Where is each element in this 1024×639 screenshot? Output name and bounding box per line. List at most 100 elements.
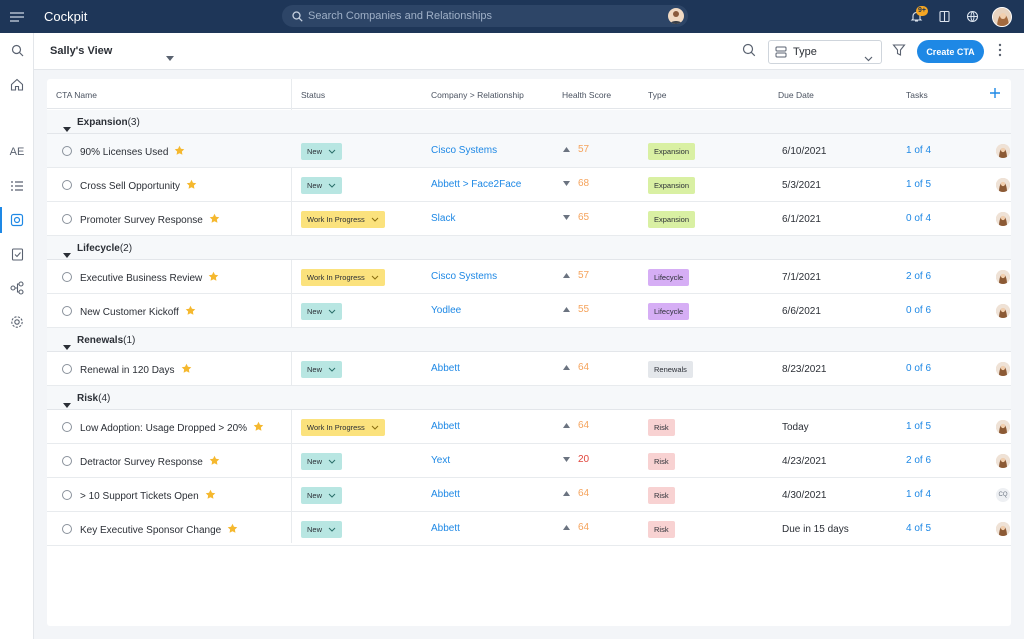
tasks-link[interactable]: 1 of 4	[906, 489, 932, 500]
col-status[interactable]: Status	[301, 90, 326, 100]
complete-radio[interactable]	[62, 272, 72, 282]
list-icon[interactable]	[0, 169, 34, 203]
complete-radio[interactable]	[62, 306, 72, 316]
ae-nav-item[interactable]: AE	[0, 135, 34, 169]
owner-avatar[interactable]	[996, 212, 1010, 226]
complete-radio[interactable]	[62, 490, 72, 500]
complete-radio[interactable]	[62, 422, 72, 432]
cta-name[interactable]: Key Executive Sponsor Change	[80, 523, 238, 537]
table-row[interactable]: Executive Business Review Work In Progres…	[47, 260, 1011, 294]
cta-name[interactable]: > 10 Support Tickets Open	[80, 489, 216, 503]
status-dropdown[interactable]: New	[301, 143, 343, 160]
col-type[interactable]: Type	[648, 90, 667, 100]
search-avatar[interactable]	[668, 8, 684, 24]
star-icon[interactable]	[209, 213, 220, 227]
complete-radio[interactable]	[62, 456, 72, 466]
status-dropdown[interactable]: New	[301, 521, 343, 538]
star-icon[interactable]	[205, 489, 216, 503]
status-dropdown[interactable]: Work In Progress	[301, 269, 385, 286]
book-icon[interactable]	[930, 0, 958, 33]
col-cta-name[interactable]: CTA Name	[56, 90, 97, 100]
cta-name[interactable]: Cross Sell Opportunity	[80, 179, 197, 193]
status-dropdown[interactable]: Work In Progress	[301, 419, 385, 436]
company-link[interactable]: Yext	[431, 455, 451, 466]
cta-name[interactable]: Renewal in 120 Days	[80, 363, 192, 377]
company-link[interactable]: Slack	[431, 213, 456, 224]
table-row[interactable]: > 10 Support Tickets Open New Abbett 64 Risk…	[47, 478, 1011, 512]
owner-avatar[interactable]	[996, 270, 1010, 284]
complete-radio[interactable]	[62, 180, 72, 190]
clipboard-check-icon[interactable]	[0, 237, 34, 271]
tasks-link[interactable]: 0 of 6	[906, 363, 932, 374]
cta-name[interactable]: Executive Business Review	[80, 271, 219, 285]
complete-radio[interactable]	[62, 214, 72, 224]
table-row[interactable]: Promoter Survey Response Work In Progress…	[47, 202, 1011, 236]
user-avatar[interactable]	[992, 6, 1012, 27]
status-dropdown[interactable]: New	[301, 177, 343, 194]
table-row[interactable]: Key Executive Sponsor Change New Abbett 64 R…	[47, 512, 1011, 546]
tasks-link[interactable]: 4 of 5	[906, 523, 932, 534]
status-dropdown[interactable]: Work In Progress	[301, 211, 385, 228]
status-dropdown[interactable]: New	[301, 361, 343, 378]
star-icon[interactable]	[208, 271, 219, 285]
owner-avatar[interactable]	[996, 178, 1010, 192]
table-row[interactable]: Cross Sell Opportunity New Abbett > Face2F…	[47, 168, 1011, 202]
table-row[interactable]: 90% Licenses Used New Cisco Systems 57 Expan…	[47, 134, 1011, 168]
col-due-date[interactable]: Due Date	[778, 90, 814, 100]
company-link[interactable]: Yodlee	[431, 305, 462, 316]
cta-name[interactable]: Low Adoption: Usage Dropped > 20%	[80, 421, 264, 435]
tasks-link[interactable]: 0 of 4	[906, 213, 932, 224]
filter-icon[interactable]	[892, 43, 906, 62]
group-header[interactable]: Risk(4)	[47, 386, 1011, 410]
owner-initials[interactable]: CQ	[996, 488, 1010, 502]
view-dropdown-caret-icon[interactable]	[166, 48, 174, 66]
complete-radio[interactable]	[62, 524, 72, 534]
collapse-caret-icon[interactable]	[63, 337, 71, 355]
owner-avatar[interactable]	[996, 522, 1010, 536]
globe-icon[interactable]	[958, 0, 986, 33]
notification-bell-icon[interactable]: 9+	[902, 0, 930, 33]
star-icon[interactable]	[186, 179, 197, 193]
cta-name[interactable]: Detractor Survey Response	[80, 455, 220, 469]
collapse-caret-icon[interactable]	[63, 119, 71, 137]
group-header[interactable]: Lifecycle(2)	[47, 236, 1011, 260]
company-link[interactable]: Abbett > Face2Face	[431, 179, 522, 190]
star-icon[interactable]	[181, 363, 192, 377]
toolbar-search-icon[interactable]	[742, 43, 756, 62]
cta-name[interactable]: Promoter Survey Response	[80, 213, 220, 227]
status-dropdown[interactable]: New	[301, 487, 343, 504]
table-row[interactable]: Renewal in 120 Days New Abbett 64 Renewals 8/…	[47, 352, 1011, 386]
owner-avatar[interactable]	[996, 144, 1010, 158]
company-link[interactable]: Cisco Systems	[431, 145, 498, 156]
search-nav-icon[interactable]	[0, 33, 34, 67]
tasks-link[interactable]: 2 of 6	[906, 455, 932, 466]
star-icon[interactable]	[174, 145, 185, 159]
star-icon[interactable]	[185, 305, 196, 319]
group-header[interactable]: Expansion(3)	[47, 110, 1011, 134]
company-link[interactable]: Abbett	[431, 421, 460, 432]
create-cta-button[interactable]: Create CTA	[917, 40, 984, 63]
tasks-link[interactable]: 0 of 6	[906, 305, 932, 316]
menu-icon[interactable]	[0, 0, 34, 33]
global-search-input[interactable]: Search Companies and Relationships	[282, 5, 688, 27]
cta-name[interactable]: 90% Licenses Used	[80, 145, 185, 159]
company-link[interactable]: Abbett	[431, 523, 460, 534]
complete-radio[interactable]	[62, 364, 72, 374]
type-select[interactable]: Type	[768, 40, 882, 64]
tasks-link[interactable]: 1 of 5	[906, 421, 932, 432]
settings-gear-icon[interactable]	[0, 305, 34, 339]
tasks-link[interactable]: 1 of 4	[906, 145, 932, 156]
table-row[interactable]: Low Adoption: Usage Dropped > 20% Work In…	[47, 410, 1011, 444]
company-link[interactable]: Cisco Systems	[431, 271, 498, 282]
more-options-icon[interactable]	[998, 43, 1002, 62]
star-icon[interactable]	[253, 421, 264, 435]
col-company[interactable]: Company > Relationship	[431, 90, 524, 100]
tasks-link[interactable]: 2 of 6	[906, 271, 932, 282]
table-row[interactable]: Detractor Survey Response New Yext 20 Risk 4/…	[47, 444, 1011, 478]
owner-avatar[interactable]	[996, 304, 1010, 318]
col-tasks[interactable]: Tasks	[906, 90, 928, 100]
tasks-link[interactable]: 1 of 5	[906, 179, 932, 190]
owner-avatar[interactable]	[996, 420, 1010, 434]
status-dropdown[interactable]: New	[301, 303, 343, 320]
complete-radio[interactable]	[62, 146, 72, 156]
